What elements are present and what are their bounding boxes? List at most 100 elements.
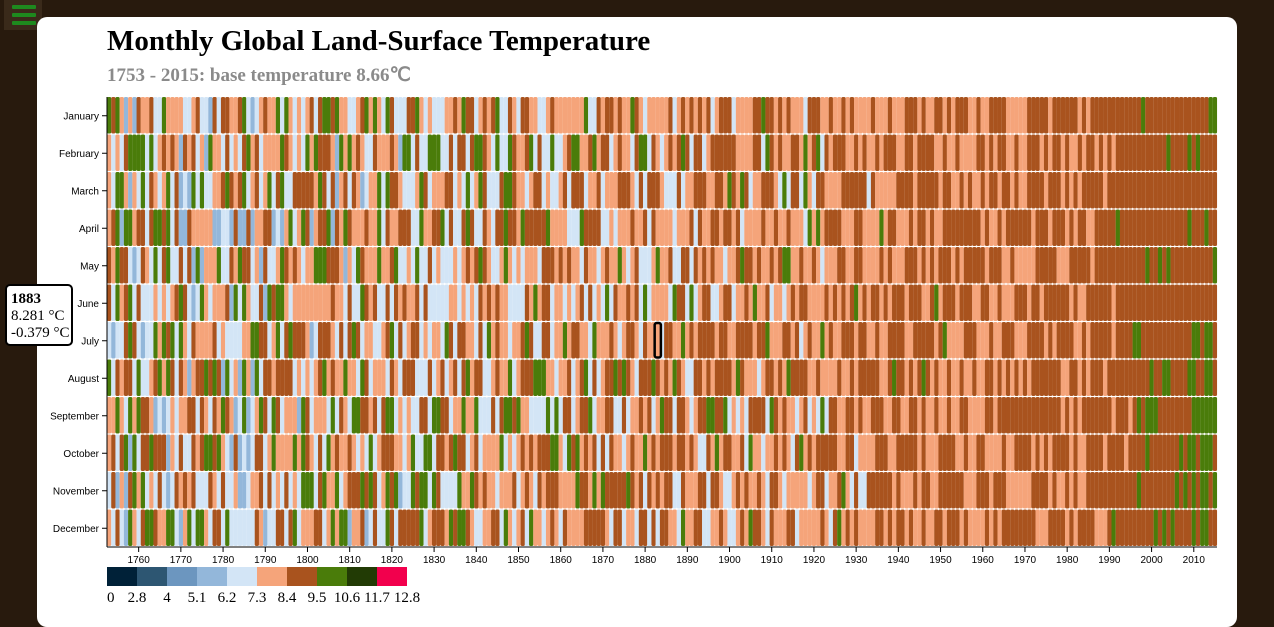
heatmap-cell [419,247,423,284]
heatmap-cell [204,510,208,547]
heatmap-cell [1192,97,1196,134]
heatmap-cell [305,172,309,209]
heatmap-cell [896,285,900,322]
heatmap-cell [187,172,191,209]
heatmap-cell [246,285,250,322]
heatmap-cell [516,397,520,434]
heatmap-cell [846,172,850,209]
heatmap-cell [719,322,723,359]
heatmap-cell [753,322,757,359]
heatmap-cell [909,510,913,547]
heatmap-cell [259,397,263,434]
heatmap-cell [964,210,968,247]
heatmap-cell [968,510,972,547]
heatmap-cell [521,97,525,134]
heatmap-cell [234,322,238,359]
heatmap-cell [166,247,170,284]
heatmap-cell [1036,472,1040,509]
heatmap-cell [947,285,951,322]
heatmap-cell [381,285,385,322]
heatmap-cell [749,97,753,134]
heatmap-cell [744,510,748,547]
heatmap-cell [554,472,558,509]
heatmap-cell [386,397,390,434]
heatmap-cell [685,97,689,134]
heatmap-cell [905,210,909,247]
heatmap-cell [1090,97,1094,134]
heatmap-cell [727,172,731,209]
heatmap-cell [664,247,668,284]
heatmap-cell [238,97,242,134]
heatmap-cell [217,135,221,172]
heatmap-cell [162,322,166,359]
heatmap-cell [1107,135,1111,172]
heatmap-cell [782,97,786,134]
heatmap-cell [213,285,217,322]
heatmap-cell [862,360,866,397]
heatmap-cell [1078,135,1082,172]
heatmap-cell [326,135,330,172]
heatmap-cell [120,97,124,134]
heatmap-cell [938,285,942,322]
heatmap-cell [187,285,191,322]
heatmap-cell [782,285,786,322]
heatmap-cell [643,97,647,134]
heatmap-cell [930,360,934,397]
heatmap-cell [470,172,474,209]
heatmap-cell [1002,397,1006,434]
heatmap-cell [246,397,250,434]
heatmap-cell [462,435,466,472]
heatmap-cell [816,397,820,434]
heatmap-cell [926,322,930,359]
heatmap-cell [947,322,951,359]
heatmap-cell [922,360,926,397]
heatmap-cell [1145,360,1149,397]
heatmap-cell [871,97,875,134]
heatmap-cell [466,472,470,509]
heatmap-cell [428,285,432,322]
y-tick-label: August [68,374,99,385]
heatmap-cell [457,360,461,397]
heatmap-cell [1196,360,1200,397]
heatmap-cell [196,510,200,547]
heatmap-cell [1141,472,1145,509]
heatmap-cell [179,285,183,322]
heatmap-cell [183,97,187,134]
heatmap-cell [630,435,634,472]
heatmap-cell [158,510,162,547]
heatmap-cell [584,210,588,247]
heatmap-cell [702,435,706,472]
heatmap-cell [922,210,926,247]
heatmap-cell [985,135,989,172]
heatmap-cell [272,397,276,434]
heatmap-cell [1133,97,1137,134]
heatmap-cell [871,472,875,509]
heatmap-cell [799,397,803,434]
heatmap-cell [732,135,736,172]
heatmap-cell [879,135,883,172]
heatmap-cell [272,210,276,247]
heatmap-cell [647,285,651,322]
heatmap-cell [407,360,411,397]
heatmap-cell [314,397,318,434]
heatmap-cell [386,472,390,509]
heatmap-cell [550,135,554,172]
heatmap-cell [297,322,301,359]
heatmap-cell [398,472,402,509]
heatmap-cell [137,285,141,322]
heatmap-cell [175,322,179,359]
heatmap-cell [191,247,195,284]
heatmap-cell [1171,510,1175,547]
heatmap-cell [1111,397,1115,434]
heatmap-cell [276,135,280,172]
heatmap-cell [529,172,533,209]
heatmap-cell [1179,210,1183,247]
heatmap-cell [407,210,411,247]
heatmap-cell [757,360,761,397]
heatmap-cell [1209,472,1213,509]
heatmap-cell [1010,247,1014,284]
heatmap-cell [1044,172,1048,209]
heatmap-cell [213,210,217,247]
heatmap-cell [892,360,896,397]
heatmap-cell [483,397,487,434]
